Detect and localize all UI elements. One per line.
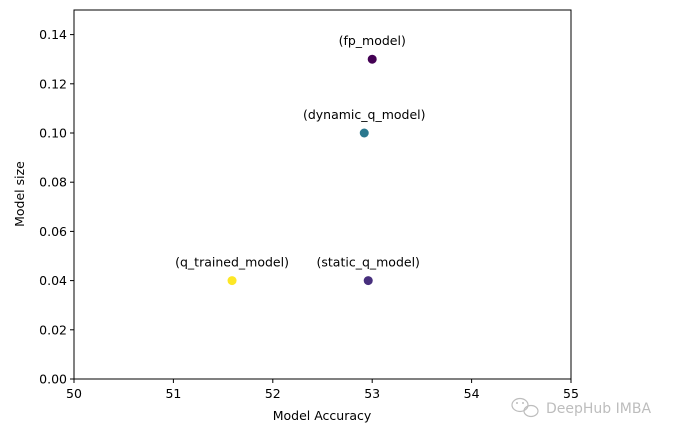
data-points: (fp_model) (dynamic_q_model) (static_q_mod… (175, 33, 426, 286)
y-tick-label: 0.00 (39, 372, 67, 387)
y-tick-label: 0.12 (39, 76, 67, 91)
x-axis-ticks: 50 51 52 53 54 55 (66, 379, 579, 401)
point-annotation: (dynamic_q_model) (303, 107, 426, 122)
x-tick-label: 50 (66, 386, 82, 401)
y-tick-label: 0.04 (39, 273, 67, 288)
wechat-icon (511, 397, 539, 418)
x-axis-label: Model Accuracy (273, 408, 372, 423)
y-tick-label: 0.06 (39, 224, 67, 239)
point-annotation: (fp_model) (339, 33, 406, 48)
y-tick-label: 0.02 (39, 322, 67, 337)
data-point (227, 276, 237, 286)
x-tick-label: 54 (464, 386, 480, 401)
watermark-text: DeepHub IMBA (546, 401, 651, 417)
watermark: DeepHub IMBA (511, 397, 651, 418)
x-tick-label: 52 (265, 386, 281, 401)
y-tick-label: 0.08 (39, 175, 67, 190)
point-annotation: (q_trained_model) (175, 255, 289, 270)
y-tick-label: 0.14 (39, 27, 67, 42)
y-axis-ticks: 0.00 0.02 0.04 0.06 0.08 0.10 0.12 0.14 (39, 27, 74, 387)
data-point (359, 128, 369, 138)
y-axis-label: Model size (12, 161, 27, 227)
y-tick-label: 0.10 (39, 126, 67, 141)
x-tick-label: 51 (165, 386, 181, 401)
x-tick-label: 55 (563, 386, 579, 401)
plot-area (73, 9, 572, 380)
x-tick-label: 53 (364, 386, 380, 401)
data-point (367, 54, 377, 64)
data-point (363, 276, 373, 286)
point-annotation: (static_q_model) (317, 255, 420, 270)
